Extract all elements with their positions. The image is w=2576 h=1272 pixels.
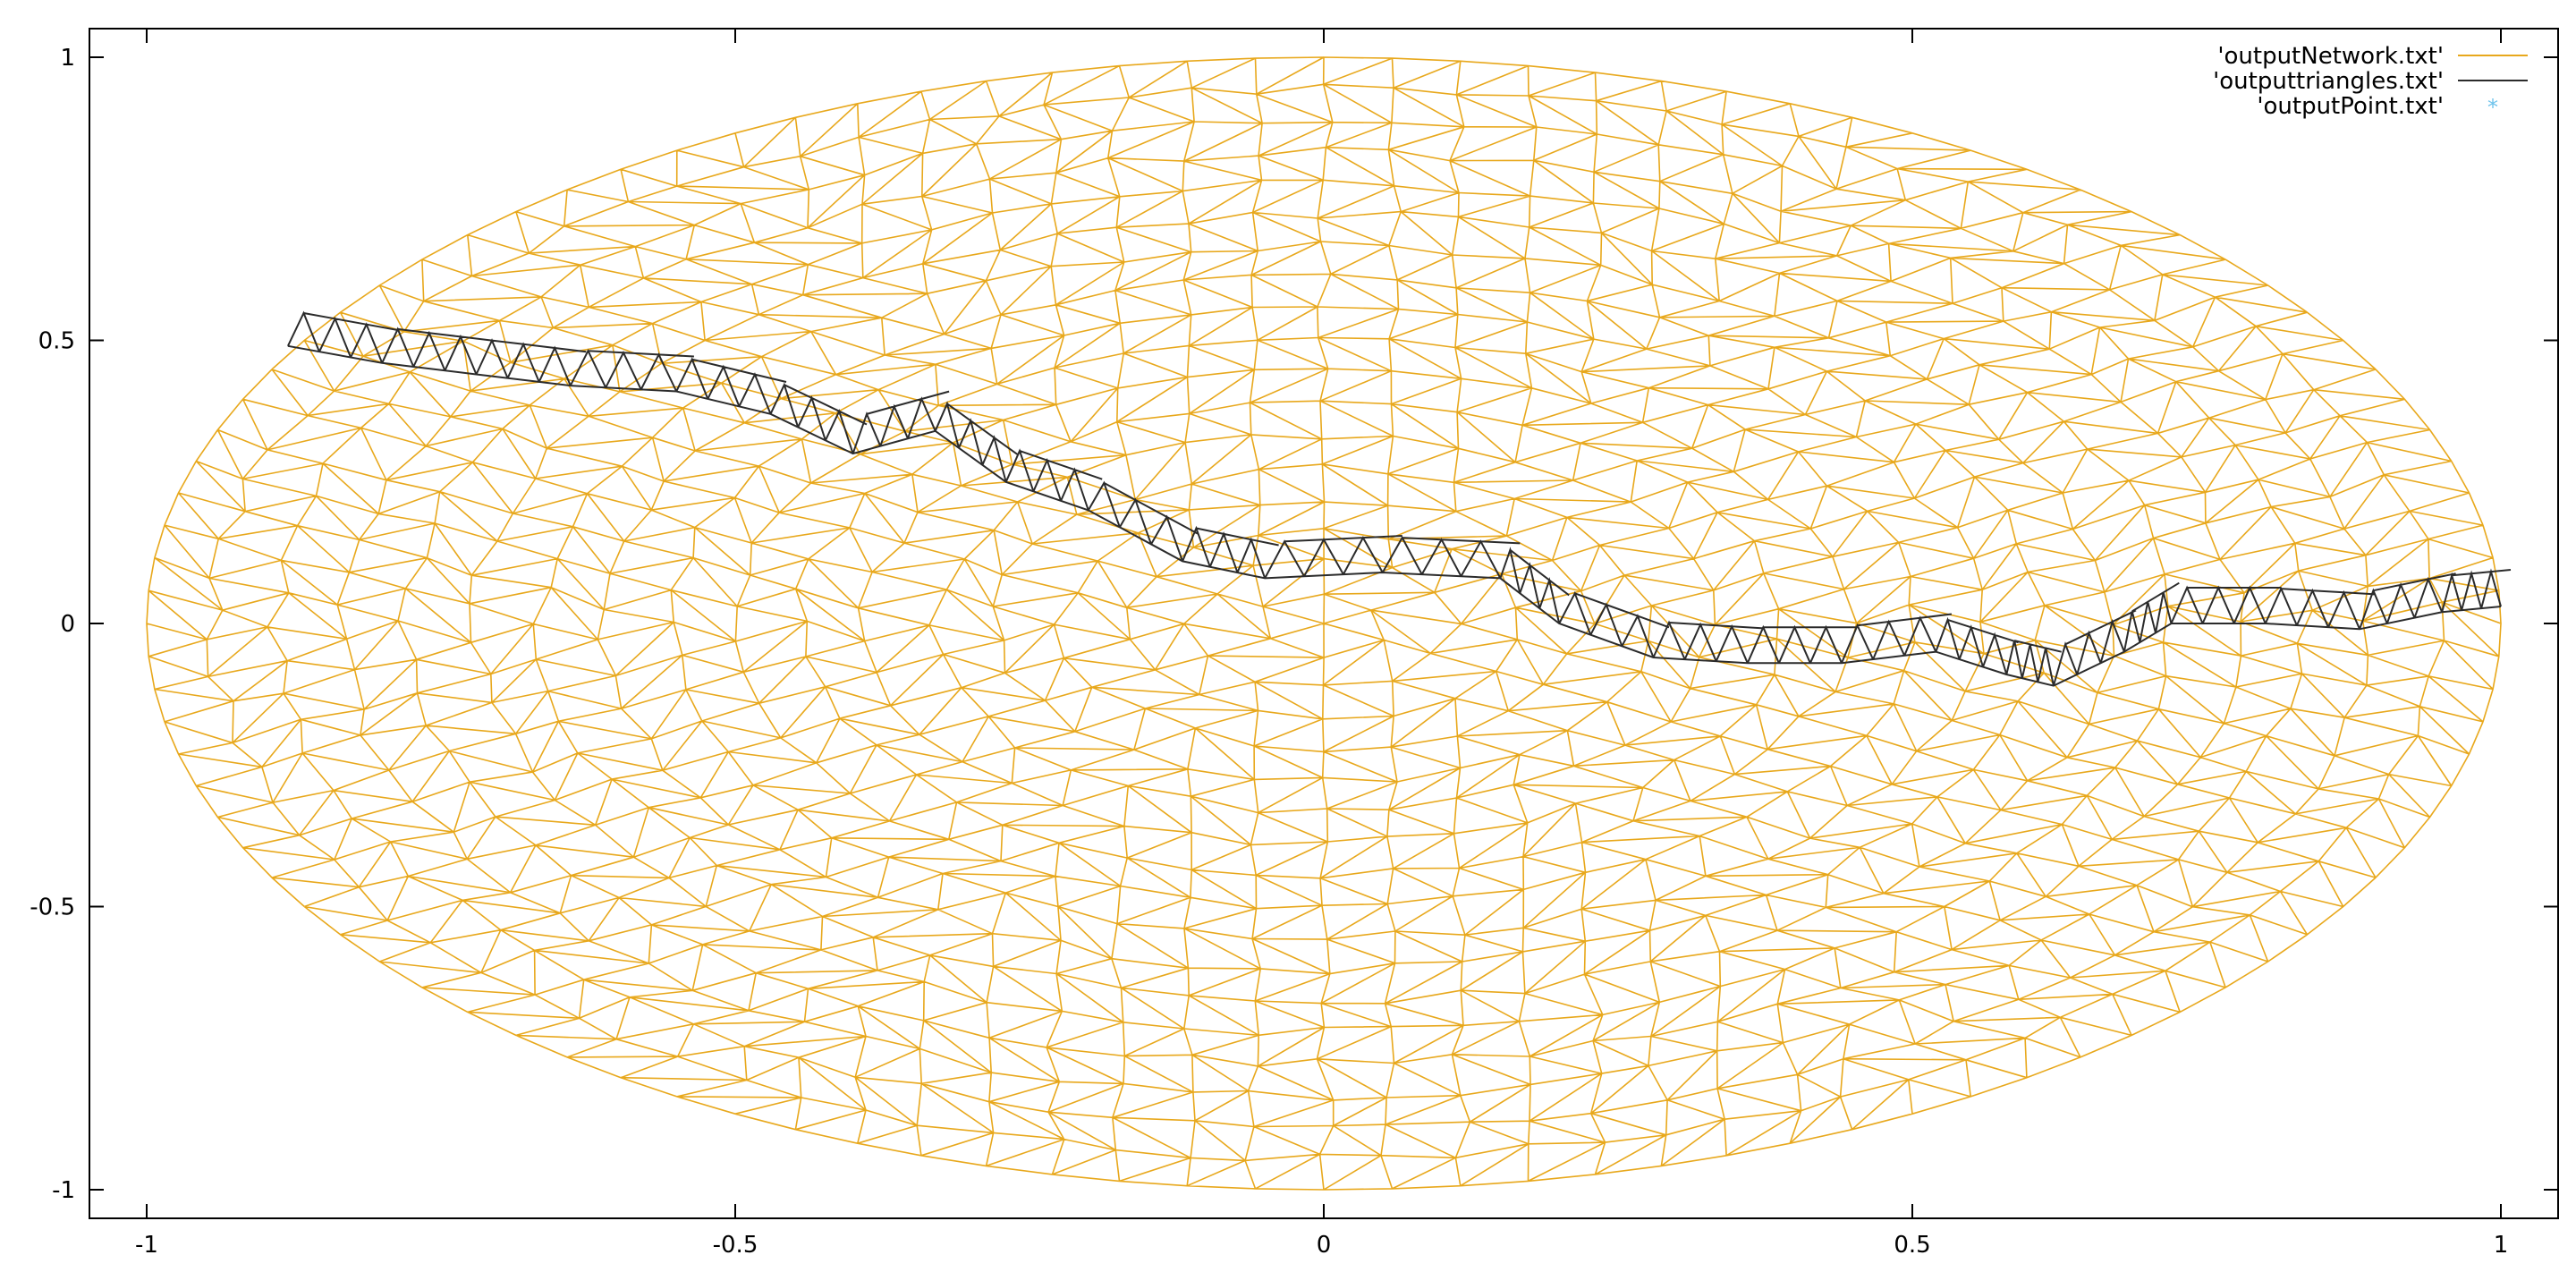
triangles-path [286,310,2512,687]
y-tick-label: 0.5 [38,328,75,355]
axes: -1 -0.5 0 0.5 1 1 0.5 0 -0.5 -1 [30,29,2558,1259]
x-tick-label: -1 [135,1232,158,1259]
x-tick-label: 1 [2494,1232,2509,1259]
y-tick-label: -0.5 [30,895,75,921]
x-tick-label: 0 [1317,1232,1332,1259]
mesh-edges [146,56,2502,1191]
legend-label: 'outputPoint.txt' [2257,93,2444,120]
legend: 'outputNetwork.txt''outputtriangles.txt'… [2213,43,2528,120]
y-tick-label: -1 [52,1177,75,1204]
legend-point-swatch: * [2487,95,2498,120]
legend-label: 'outputtriangles.txt' [2213,68,2444,95]
triangles-edges [286,310,2512,686]
x-tick-label: 0.5 [1894,1232,1930,1259]
y-tick-label: 0 [60,611,75,638]
x-tick-label: -0.5 [713,1232,758,1259]
y-tick-label: 1 [60,45,75,72]
legend-label: 'outputNetwork.txt' [2217,43,2444,70]
network-mesh [146,56,2502,1191]
